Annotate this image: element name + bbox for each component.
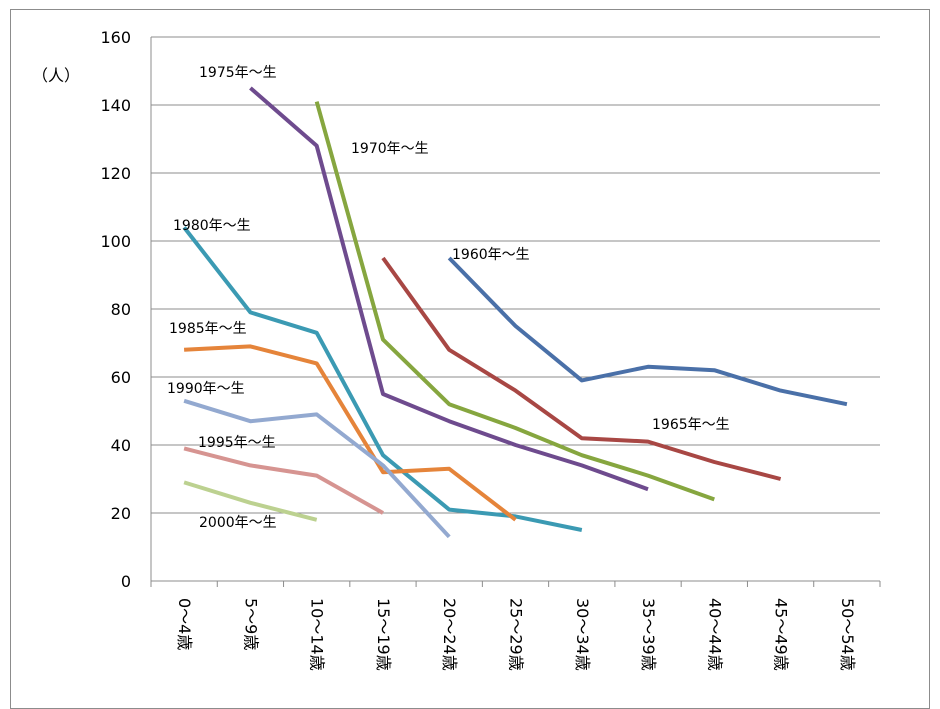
series-line — [314, 101, 715, 502]
series-label: 1960年〜生 — [452, 247, 530, 263]
series-line — [183, 480, 318, 522]
series-line — [183, 344, 517, 522]
series-label: 1975年〜生 — [199, 65, 277, 81]
series-lines — [182, 86, 848, 539]
series-label: 2000年〜生 — [199, 515, 277, 531]
x-tick-label: 35〜39歳 — [639, 598, 658, 671]
series-line — [249, 86, 649, 492]
x-tick-label: 50〜54歳 — [838, 598, 857, 671]
y-tick-label: 40 — [111, 436, 131, 455]
series-label: 1965年〜生 — [652, 417, 730, 433]
x-tick-label: 15〜19歳 — [374, 598, 393, 671]
series-label: 1990年〜生 — [167, 381, 245, 397]
y-tick-label: 60 — [111, 368, 131, 387]
series-line — [183, 446, 384, 515]
axes — [150, 37, 881, 587]
x-tick-label: 30〜34歳 — [573, 598, 592, 671]
y-tick-label: 160 — [100, 28, 131, 47]
x-tick-label: 40〜44歳 — [705, 598, 724, 671]
y-tick-label: 80 — [111, 300, 131, 319]
y-tick-labels: 0 20 40 60 80 100 120 140 160 — [100, 28, 131, 591]
series-line — [183, 398, 451, 539]
series-line — [381, 256, 782, 481]
series-label: 1985年〜生 — [169, 321, 247, 337]
series-line — [182, 226, 583, 532]
gridlines — [151, 36, 880, 514]
series-label: 1995年〜生 — [198, 435, 276, 451]
series-label: 1970年〜生 — [351, 141, 429, 157]
x-tick-labels: 0〜4歳 5〜9歳 10〜14歳 15〜19歳 20〜24歳 25〜29歳 30〜34歳 35… — [175, 598, 857, 671]
x-tick-label: 25〜29歳 — [507, 598, 526, 671]
y-tick-label: 140 — [100, 96, 131, 115]
series-labels: 1960年〜生 1965年〜生 1970年〜生 1975年〜生 1980年〜生 1985年… — [167, 65, 730, 531]
x-tick-label: 10〜14歳 — [308, 598, 327, 671]
y-tick-label: 20 — [111, 504, 131, 523]
y-tick-label: 0 — [121, 572, 131, 591]
y-tick-label: 120 — [100, 164, 131, 183]
x-tick-label: 5〜9歳 — [241, 598, 260, 650]
y-tick-label: 100 — [100, 232, 131, 251]
series-line — [447, 256, 848, 407]
x-tick-label: 45〜49歳 — [772, 598, 791, 671]
x-tick-label: 0〜4歳 — [175, 598, 194, 650]
series-label: 1980年〜生 — [173, 218, 251, 234]
x-tick-label: 20〜24歳 — [440, 598, 459, 671]
y-axis-label: （人） — [32, 66, 80, 85]
